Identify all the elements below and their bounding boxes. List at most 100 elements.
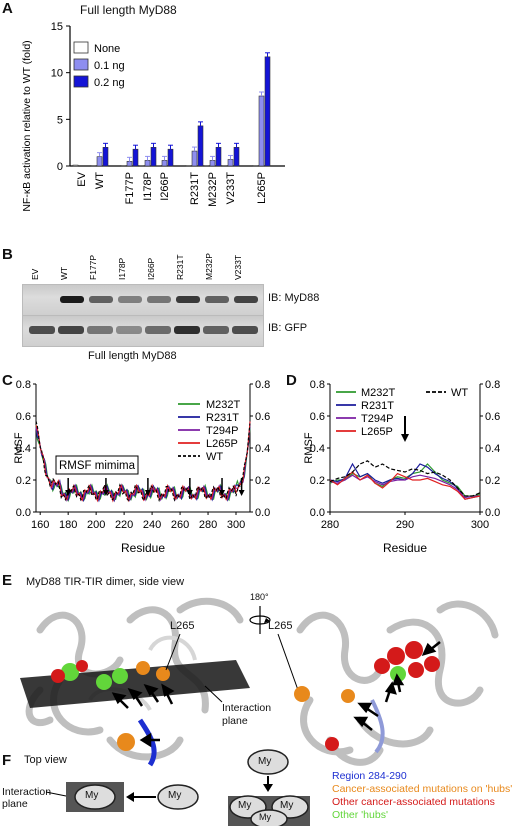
series-line bbox=[35, 420, 251, 503]
x-tick-label: 240 bbox=[143, 519, 161, 531]
y-tick-label-right: 0.2 bbox=[255, 475, 270, 487]
highlight-arrowhead bbox=[401, 434, 409, 442]
blot-band bbox=[232, 326, 258, 334]
y-tick-label: 15 bbox=[51, 21, 63, 33]
bar bbox=[132, 148, 139, 167]
top-view-schematic bbox=[45, 749, 310, 826]
f-my-6: My bbox=[259, 812, 271, 822]
panel-letter-f: F bbox=[2, 752, 12, 769]
y-tick-label: 0.6 bbox=[310, 411, 325, 423]
minima-arrowhead bbox=[102, 490, 109, 496]
bar bbox=[161, 160, 168, 167]
blot-band bbox=[118, 296, 142, 303]
x-tick-label: V233T bbox=[225, 172, 237, 205]
x-tick-label: WT bbox=[94, 172, 106, 189]
legend-label: 0.2 ng bbox=[94, 77, 125, 89]
series-line bbox=[329, 462, 481, 500]
panel-letter-c: C bbox=[2, 372, 13, 389]
blot-band bbox=[58, 326, 84, 334]
bar bbox=[150, 147, 157, 167]
legend-label: WT bbox=[206, 451, 223, 463]
bar bbox=[185, 165, 192, 167]
bar bbox=[167, 148, 174, 167]
bar bbox=[258, 95, 265, 167]
bar bbox=[120, 165, 127, 167]
f-my-2: My bbox=[168, 790, 182, 801]
y-axis-label: RMSF bbox=[303, 432, 315, 463]
western-blot-myd88-band-row bbox=[22, 284, 264, 316]
legend-cancer-hubs: Cancer-associated mutations on 'hubs' bbox=[332, 783, 513, 795]
bar bbox=[191, 150, 198, 167]
interaction-plane-label-e: Interaction plane bbox=[222, 702, 272, 727]
label-l265-right: L265 bbox=[268, 620, 293, 632]
bar bbox=[215, 147, 222, 167]
y-axis-label: RMSF bbox=[13, 432, 25, 463]
y-tick-label-right: 0.6 bbox=[255, 411, 270, 423]
x-tick-label: 290 bbox=[396, 519, 414, 531]
legend-label: T294P bbox=[206, 425, 238, 437]
panel-e-title: MyD88 TIR-TIR dimer, side view bbox=[26, 576, 185, 588]
bar bbox=[72, 164, 79, 167]
blot-band bbox=[60, 296, 84, 303]
y-tick-label: 0.2 bbox=[16, 475, 31, 487]
color-legend: Region 284-290 Cancer-associated mutatio… bbox=[332, 770, 512, 822]
panel-letter-d: D bbox=[286, 372, 297, 389]
y-tick-label: 0.0 bbox=[16, 507, 31, 519]
bar bbox=[90, 165, 97, 167]
rotation-label: 180° bbox=[250, 592, 269, 602]
bar bbox=[221, 165, 228, 167]
legend-other-cancer: Other cancer-associated mutations bbox=[332, 796, 495, 808]
legend-label: WT bbox=[451, 387, 468, 399]
minima-arrowhead bbox=[144, 490, 151, 496]
bar bbox=[227, 159, 234, 167]
y-tick-label-right: 0.0 bbox=[255, 507, 270, 519]
y-tick-label-right: 0.2 bbox=[485, 475, 500, 487]
y-tick-label-right: 0.8 bbox=[485, 379, 500, 391]
y-tick-label: 0.2 bbox=[310, 475, 325, 487]
blot-label-myd88: IB: MyD88 bbox=[268, 292, 320, 304]
x-tick-label: 220 bbox=[115, 519, 133, 531]
panel-letter-a: A bbox=[2, 0, 13, 17]
lane-label: R231T bbox=[175, 254, 185, 280]
legend-swatch bbox=[73, 75, 89, 88]
lane-label: I266P bbox=[146, 257, 156, 280]
f-my-3: My bbox=[258, 756, 272, 767]
x-tick-label: EV bbox=[76, 171, 88, 186]
lane-label: EV bbox=[30, 268, 40, 280]
bar-chart-a: 0 5 10 15 NF-κB activation relative to WT (f… bbox=[21, 21, 285, 212]
bar bbox=[209, 160, 216, 167]
blot-band bbox=[116, 326, 142, 334]
protein-structure-illustration bbox=[20, 597, 499, 767]
legend-label: R231T bbox=[206, 412, 239, 424]
x-tick-label: 260 bbox=[171, 519, 189, 531]
blot-band bbox=[145, 326, 171, 334]
series-line bbox=[329, 471, 481, 500]
lane-label: I178P bbox=[117, 257, 127, 280]
rmsf-line-chart-full: 0.0 0.0 0.2 0.2 0.4 0.4 0.6 0.6 0.8 0.8 160 180 200 2… bbox=[13, 379, 270, 555]
y-tick-label-right: 0.0 bbox=[485, 507, 500, 519]
x-tick-label: 280 bbox=[321, 519, 339, 531]
legend-label: None bbox=[94, 43, 120, 55]
bar bbox=[252, 165, 259, 167]
blot-caption: Full length MyD88 bbox=[88, 350, 177, 362]
x-tick-label: 200 bbox=[87, 519, 105, 531]
panel-letter-e: E bbox=[2, 572, 13, 589]
minima-arrowhead bbox=[219, 490, 226, 496]
blot-band bbox=[29, 326, 55, 334]
x-tick-label: M232P bbox=[207, 172, 219, 207]
annotation-text: RMSF mimima bbox=[59, 460, 136, 472]
bar bbox=[203, 165, 210, 167]
x-tick-label: 160 bbox=[31, 519, 49, 531]
label-l265-left: L265 bbox=[170, 620, 195, 632]
western-blot-gfp-band-row bbox=[22, 315, 264, 347]
blot-label-gfp: IB: GFP bbox=[268, 322, 308, 334]
legend-region: Region 284-290 bbox=[332, 770, 407, 782]
legend-label: T294P bbox=[361, 413, 393, 425]
panel-letter-b: B bbox=[2, 246, 13, 263]
rmsf-line-chart-zoom: 0.0 0.0 0.2 0.2 0.4 0.4 0.6 0.6 0.8 0.8 280 290 300 R… bbox=[303, 379, 500, 555]
x-tick-label: F177P bbox=[124, 172, 136, 204]
western-blot-lane-labels: EV WT F177P I178P I266P R231T M232P V233T bbox=[30, 253, 243, 280]
y-tick-label: 0.4 bbox=[310, 443, 325, 455]
bar bbox=[197, 125, 204, 167]
legend-label: L265P bbox=[206, 438, 238, 450]
